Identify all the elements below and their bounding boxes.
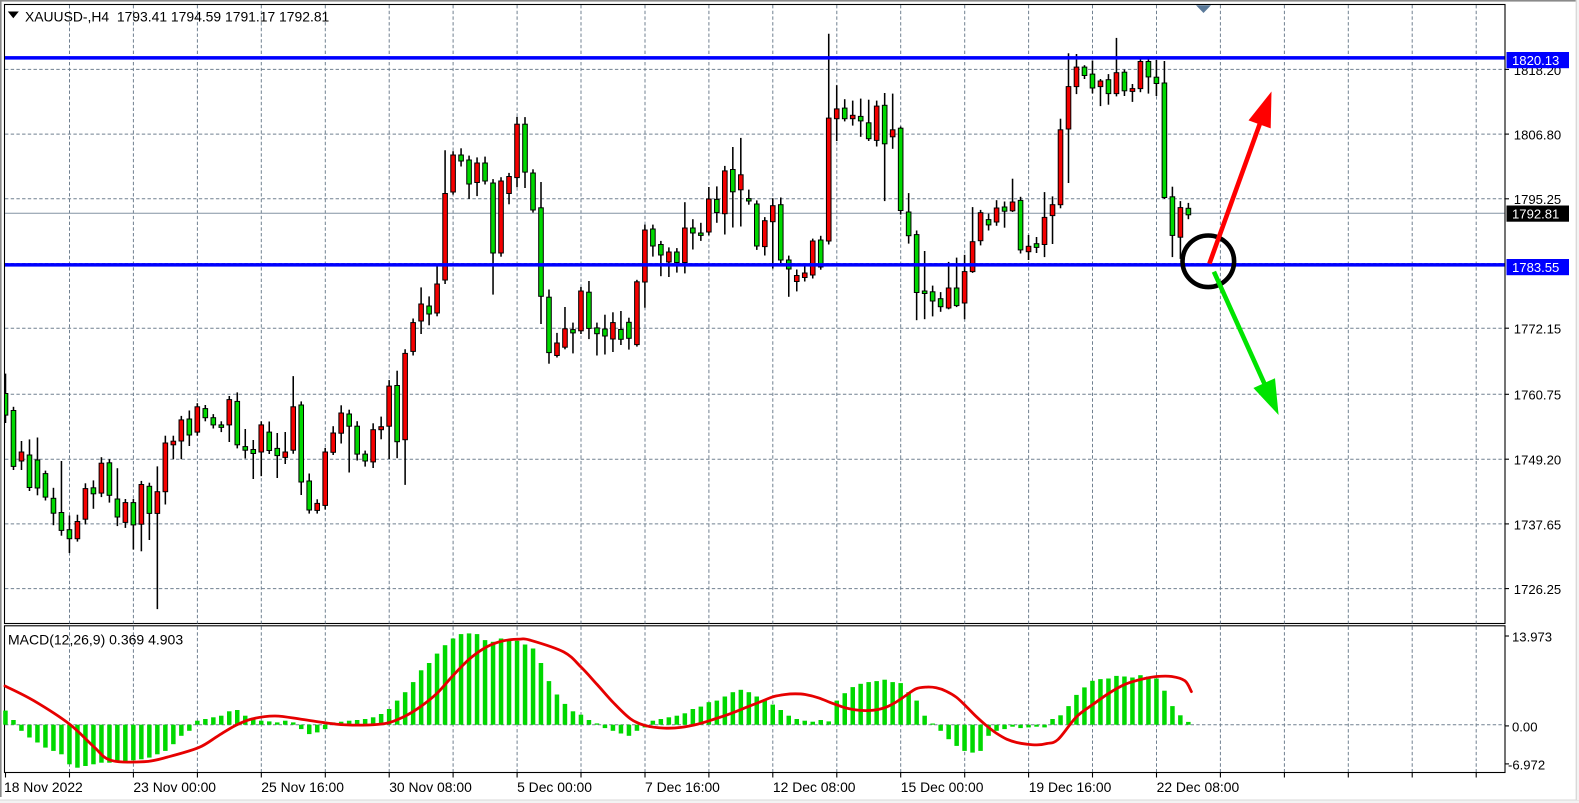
svg-text:1772.15: 1772.15 [1514, 322, 1561, 337]
svg-text:25 Nov 16:00: 25 Nov 16:00 [261, 779, 344, 795]
svg-text:15 Dec 00:00: 15 Dec 00:00 [901, 779, 984, 795]
svg-text:18 Nov 2022: 18 Nov 2022 [4, 779, 83, 795]
svg-text:30 Nov 08:00: 30 Nov 08:00 [389, 779, 472, 795]
svg-text:MACD(12,26,9) 0.369 4.903: MACD(12,26,9) 0.369 4.903 [8, 632, 183, 648]
svg-text:1795.25: 1795.25 [1514, 192, 1561, 207]
svg-text:1760.75: 1760.75 [1514, 388, 1561, 403]
svg-text:12 Dec 08:00: 12 Dec 08:00 [773, 779, 856, 795]
svg-text:23 Nov 00:00: 23 Nov 00:00 [133, 779, 216, 795]
svg-text:XAUUSD-,H4 1793.41 1794.59 17: XAUUSD-,H4 1793.41 1794.59 1791.17 1792.… [25, 8, 330, 24]
svg-text:0.00: 0.00 [1512, 719, 1537, 734]
svg-text:13.973: 13.973 [1512, 629, 1552, 644]
svg-text:1737.65: 1737.65 [1514, 517, 1561, 532]
svg-text:19 Dec 16:00: 19 Dec 16:00 [1029, 779, 1112, 795]
svg-text:5 Dec 00:00: 5 Dec 00:00 [517, 779, 592, 795]
svg-text:7 Dec 16:00: 7 Dec 16:00 [645, 779, 720, 795]
svg-text:1749.20: 1749.20 [1514, 453, 1561, 468]
svg-text:1783.55: 1783.55 [1512, 260, 1559, 275]
svg-text:1806.80: 1806.80 [1514, 128, 1561, 143]
svg-text:1820.13: 1820.13 [1512, 53, 1559, 68]
svg-text:1726.25: 1726.25 [1514, 582, 1561, 597]
svg-text:-6.972: -6.972 [1508, 757, 1545, 772]
svg-text:22 Dec 08:00: 22 Dec 08:00 [1157, 779, 1240, 795]
svg-text:1792.81: 1792.81 [1512, 206, 1559, 221]
